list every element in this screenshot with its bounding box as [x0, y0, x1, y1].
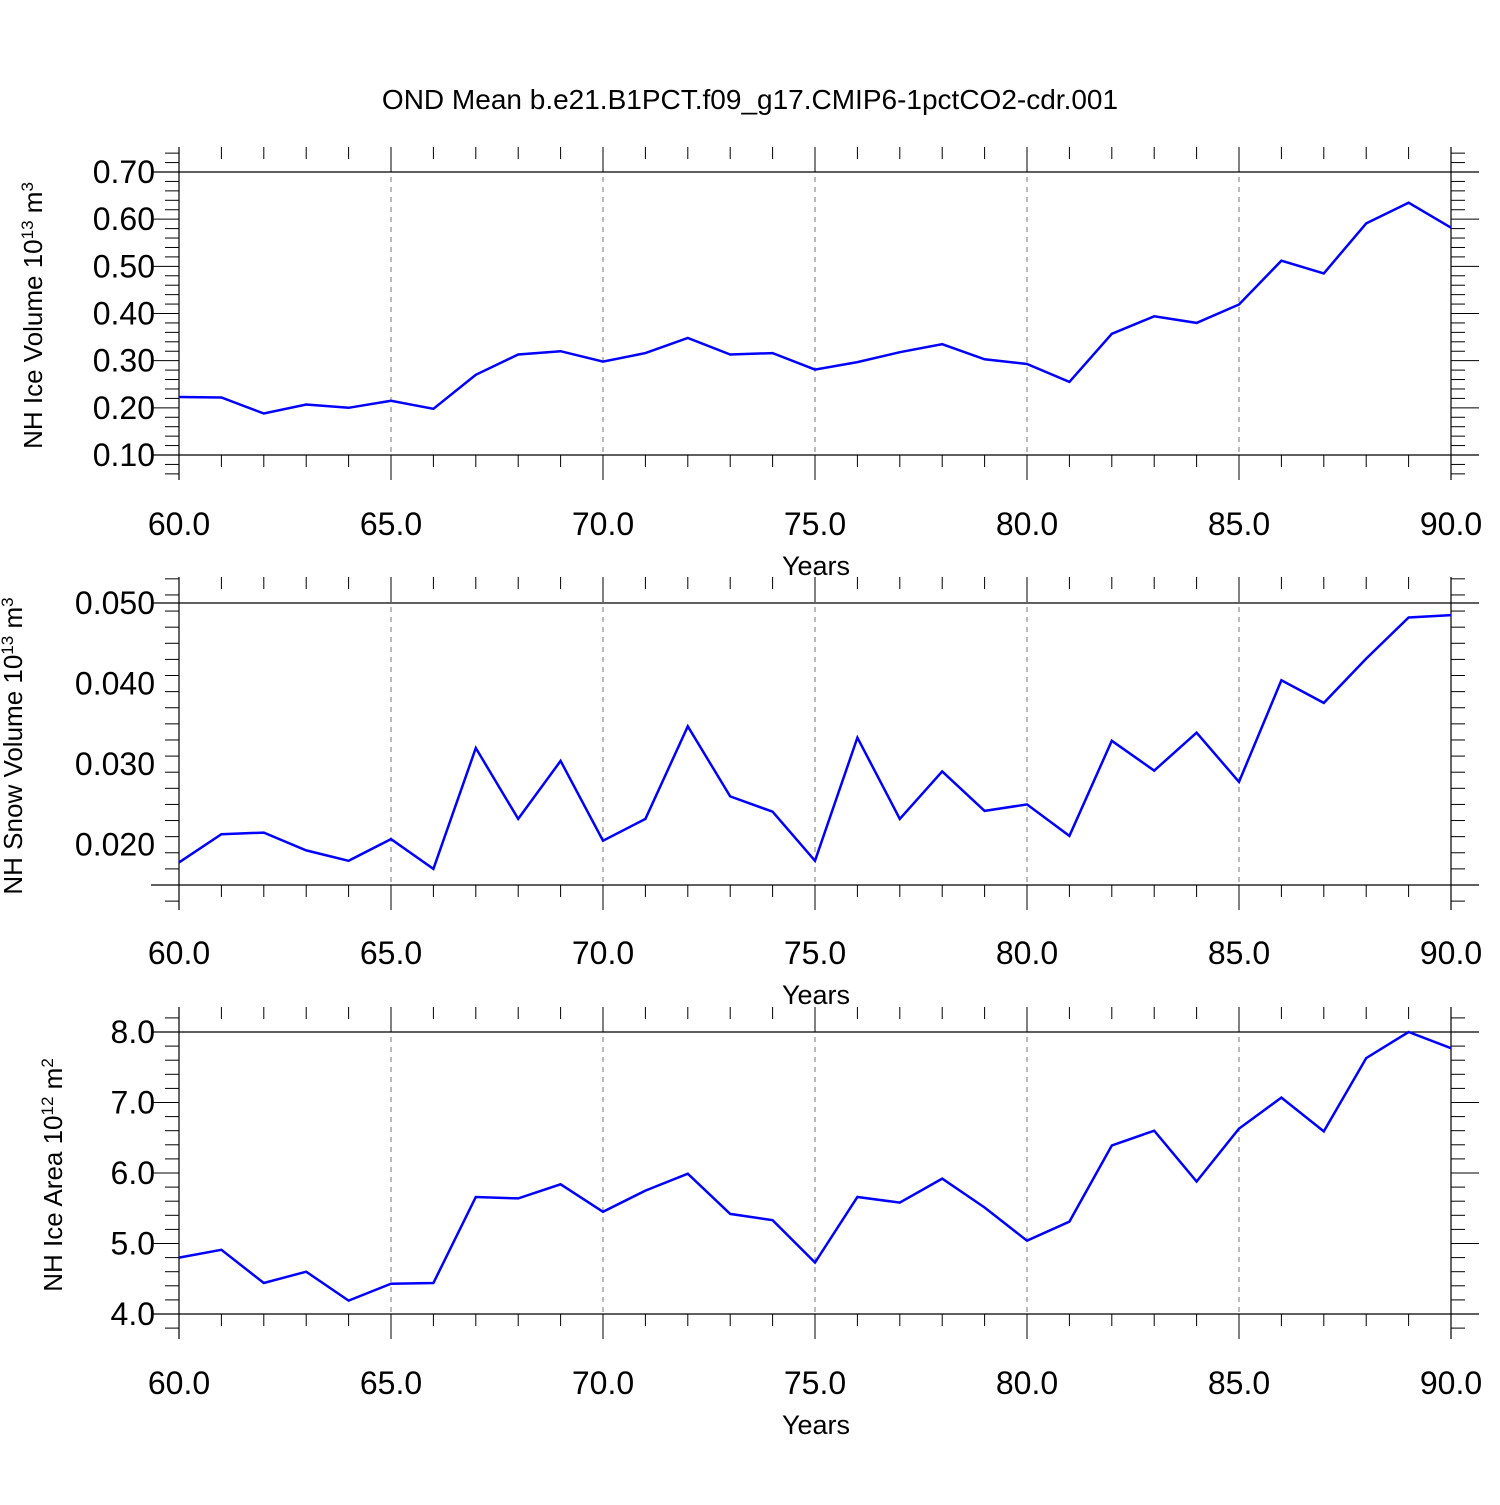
y-tick-label: 0.040 [75, 666, 155, 702]
x-tick-label: 75.0 [784, 1365, 846, 1401]
y-axis-label-text: NH Ice Volume 10 [18, 239, 48, 449]
x-tick-label: 60.0 [148, 1365, 210, 1401]
series-line [178, 201, 1452, 415]
x-tick-label: 85.0 [1208, 1365, 1270, 1401]
chart-panel-2: 0.020 0.030 0.040 0.050 60.0 65.0 70.0 75.0 80.0… [0, 577, 1482, 1010]
figure-title: OND Mean b.e21.B1PCT.f09_g17.CMIP6-1pctC… [381, 84, 1119, 115]
y-tick-label: 0.60 [93, 201, 155, 237]
y-tick-label: 0.50 [93, 248, 155, 284]
y-axis-label-text: NH Snow Volume 10 [0, 655, 28, 895]
y-tick-label: 0.40 [93, 296, 155, 332]
y-axis-label-text: NH Ice Area 10 [38, 1115, 68, 1291]
x-tick-label: 80.0 [996, 1365, 1058, 1401]
chart-panel-1: 0.10 0.20 0.30 0.40 0.50 0.60 0.70 60.0 65.0 70.0… [18, 147, 1482, 581]
x-axis-label: Years [782, 1410, 850, 1440]
y-tick-label: 0.050 [75, 585, 155, 621]
y-tick-label: 6.0 [111, 1155, 155, 1191]
x-tick-label: 70.0 [572, 1365, 634, 1401]
x-tick-label: 65.0 [360, 935, 422, 971]
x-tick-label: 65.0 [360, 506, 422, 542]
x-tick-label: 80.0 [996, 935, 1058, 971]
x-tick-label: 80.0 [996, 506, 1058, 542]
y-axis-label-unit: m [0, 607, 28, 636]
x-axis-label: Years [782, 551, 850, 581]
y-axis-label-unit-exponent: 3 [0, 597, 17, 606]
x-tick-label: 85.0 [1208, 506, 1270, 542]
y-axis-label-exponent: 13 [18, 220, 37, 239]
x-axis-label: Years [782, 980, 850, 1010]
y-axis-label-unit-exponent: 3 [18, 182, 37, 191]
x-tick-label: 60.0 [148, 506, 210, 542]
y-axis-label-unit-exponent: 2 [38, 1058, 57, 1067]
x-tick-label: 75.0 [784, 935, 846, 971]
y-axis-label: NH Ice Volume 1013 m3 [18, 182, 49, 449]
x-tick-label: 65.0 [360, 1365, 422, 1401]
x-tick-label: 90.0 [1420, 935, 1482, 971]
y-axis-label: NH Snow Volume 1013 m3 [0, 597, 28, 894]
y-axis-label-exponent: 13 [0, 636, 17, 655]
y-tick-label: 0.030 [75, 746, 155, 782]
x-tick-label: 60.0 [148, 935, 210, 971]
x-tick-label: 75.0 [784, 506, 846, 542]
y-tick-label: 0.10 [93, 437, 155, 473]
y-axis-label: NH Ice Area 1012 m2 [38, 1058, 69, 1292]
series-line [178, 1030, 1452, 1303]
y-tick-label: 8.0 [111, 1014, 155, 1050]
y-axis-label-unit: m [18, 192, 48, 221]
y-axis-label-unit: m [38, 1068, 68, 1097]
y-tick-label: 7.0 [111, 1085, 155, 1121]
y-tick-label: 0.70 [93, 154, 155, 190]
x-tick-label: 90.0 [1420, 1365, 1482, 1401]
y-tick-label: 0.020 [75, 827, 155, 863]
y-tick-label: 0.20 [93, 390, 155, 426]
x-tick-label: 70.0 [572, 506, 634, 542]
y-axis-label-exponent: 12 [38, 1097, 57, 1116]
series-line [178, 613, 1452, 871]
x-tick-label: 90.0 [1420, 506, 1482, 542]
x-tick-label: 85.0 [1208, 935, 1270, 971]
y-tick-label: 0.30 [93, 343, 155, 379]
x-tick-label: 70.0 [572, 935, 634, 971]
y-tick-label: 5.0 [111, 1226, 155, 1262]
chart-panel-3: 4.0 5.0 6.0 7.0 8.0 60.0 65.0 70.0 75.0 80.0 85.0 9… [38, 1007, 1482, 1440]
y-tick-label: 4.0 [111, 1296, 155, 1332]
